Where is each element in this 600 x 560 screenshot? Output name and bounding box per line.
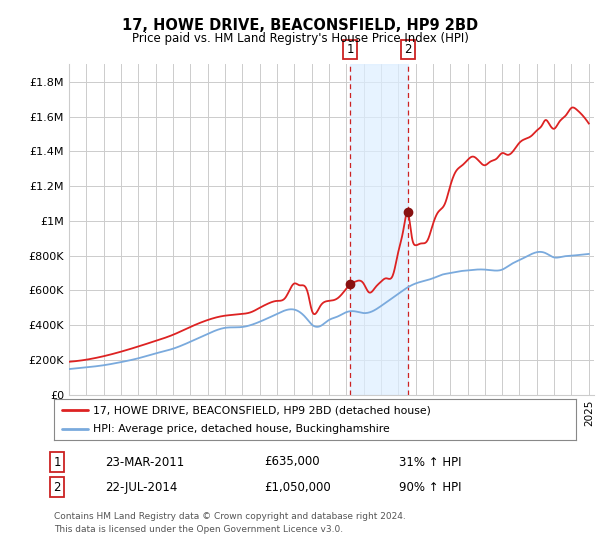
Text: 1: 1 xyxy=(346,43,354,56)
Text: 90% ↑ HPI: 90% ↑ HPI xyxy=(399,480,461,494)
Text: Price paid vs. HM Land Registry's House Price Index (HPI): Price paid vs. HM Land Registry's House … xyxy=(131,31,469,45)
Text: £1,050,000: £1,050,000 xyxy=(264,480,331,494)
Text: 23-MAR-2011: 23-MAR-2011 xyxy=(105,455,184,469)
Text: Contains HM Land Registry data © Crown copyright and database right 2024.
This d: Contains HM Land Registry data © Crown c… xyxy=(54,512,406,534)
Text: 31% ↑ HPI: 31% ↑ HPI xyxy=(399,455,461,469)
Text: 2: 2 xyxy=(404,43,412,56)
Text: HPI: Average price, detached house, Buckinghamshire: HPI: Average price, detached house, Buck… xyxy=(93,424,390,433)
Bar xyxy=(350,64,408,395)
Text: 2: 2 xyxy=(53,480,61,494)
Text: 22-JUL-2014: 22-JUL-2014 xyxy=(105,480,178,494)
Text: 1: 1 xyxy=(53,455,61,469)
Text: 17, HOWE DRIVE, BEACONSFIELD, HP9 2BD: 17, HOWE DRIVE, BEACONSFIELD, HP9 2BD xyxy=(122,18,478,32)
Text: 17, HOWE DRIVE, BEACONSFIELD, HP9 2BD (detached house): 17, HOWE DRIVE, BEACONSFIELD, HP9 2BD (d… xyxy=(93,405,431,415)
Text: £635,000: £635,000 xyxy=(264,455,320,469)
